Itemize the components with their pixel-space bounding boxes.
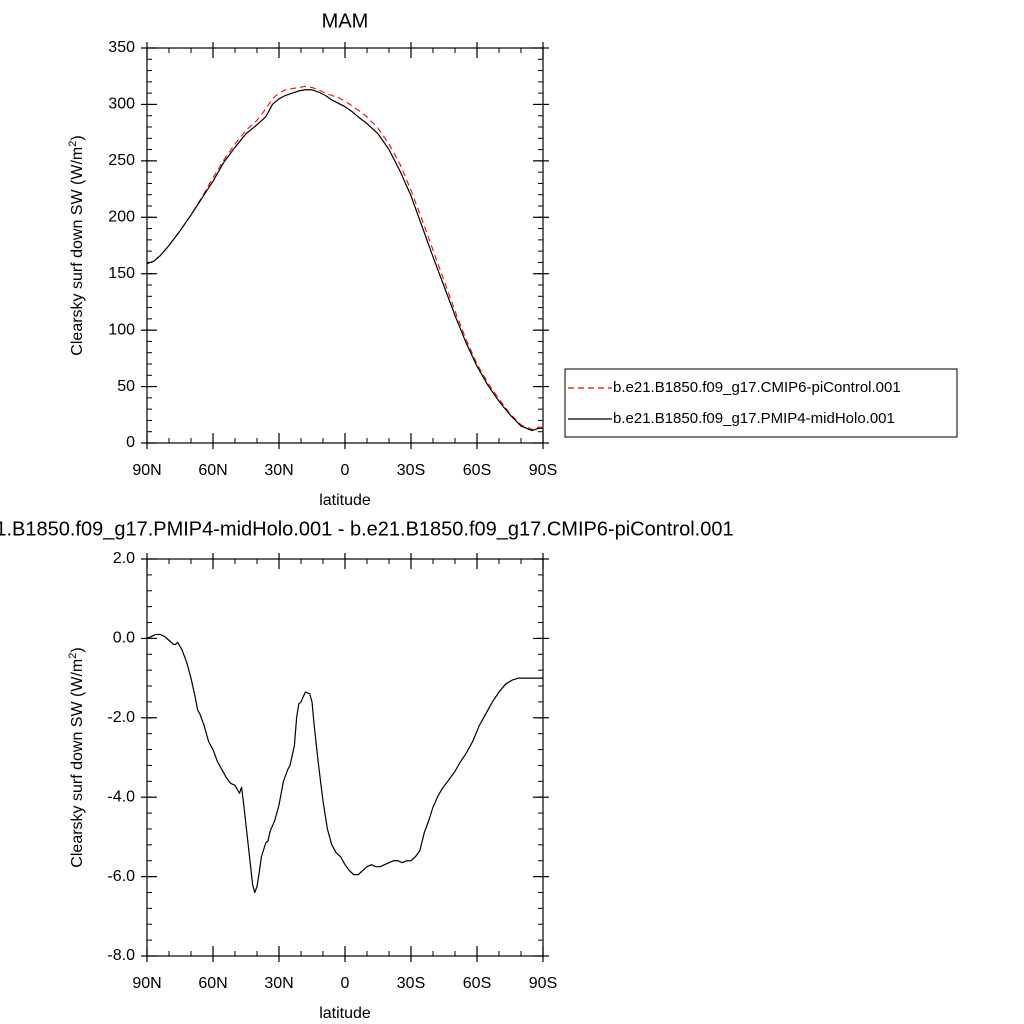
x-tick-label: 30N — [264, 462, 293, 479]
y-tick-label: 0 — [126, 434, 135, 451]
y-tick-label: 300 — [108, 96, 135, 113]
y-tick-label: -8.0 — [107, 947, 135, 964]
y-tick-label: 0.0 — [113, 630, 135, 647]
y-tick-label: -6.0 — [107, 868, 135, 885]
x-tick-label: 90S — [529, 462, 557, 479]
y-axis-label-close: ) — [69, 647, 86, 652]
y-axis-label-main: Clearsky surf down SW (W/m — [69, 659, 86, 868]
x-tick-label: 90S — [529, 975, 557, 992]
x-tick-label: 90N — [132, 975, 161, 992]
y-axis-label-superscript: 2 — [67, 653, 79, 659]
x-tick-label: 30N — [264, 975, 293, 992]
x-tick-label: 0 — [341, 462, 350, 479]
series-line-1 — [146, 89, 543, 432]
x-tick-label: 30S — [397, 975, 425, 992]
y-tick-label: 100 — [108, 321, 135, 338]
series-line-0 — [146, 633, 543, 894]
x-tick-label: 60N — [198, 975, 227, 992]
plot-frame — [146, 558, 544, 957]
x-tick-label: 60N — [198, 462, 227, 479]
series-line-0 — [146, 85, 543, 431]
y-tick-label: 50 — [117, 378, 135, 395]
x-axis-label: latitude — [319, 492, 371, 509]
y-axis-label-close: ) — [69, 135, 86, 140]
legend-label-1: b.e21.B1850.f09_g17.PMIP4-midHolo.001 — [613, 410, 895, 427]
x-tick-label: 0 — [341, 975, 350, 992]
y-tick-label: -4.0 — [107, 788, 135, 805]
y-tick-label: 250 — [108, 152, 135, 169]
x-tick-label: 90N — [132, 462, 161, 479]
chart-title: b.e21.B1850.f09_g17.PMIP4-midHolo.001 - … — [0, 518, 734, 540]
y-axis-label-superscript: 2 — [67, 141, 79, 147]
y-tick-label: 200 — [108, 209, 135, 226]
y-tick-label: 350 — [108, 39, 135, 56]
y-axis-label: Clearsky surf down SW (W/m2) — [67, 135, 86, 355]
legend-label-0: b.e21.B1850.f09_g17.CMIP6-piControl.001 — [613, 379, 901, 396]
y-tick-label: 150 — [108, 265, 135, 282]
difference-chart: b.e21.B1850.f09_g17.PMIP4-midHolo.001 - … — [0, 518, 734, 1022]
x-tick-label: 60S — [463, 975, 491, 992]
legend-box — [564, 368, 958, 438]
x-tick-label: 30S — [397, 462, 425, 479]
x-axis-label: latitude — [319, 1005, 371, 1022]
top-chart: MAM 90N 60N 30N 0 30S 60S 90S 0 50 100 150 200 250 300… — [67, 10, 958, 509]
chart-title: MAM — [322, 10, 369, 32]
y-tick-label: 2.0 — [113, 550, 135, 567]
y-axis-label-main: Clearsky surf down SW (W/m — [69, 147, 86, 356]
legend: b.e21.B1850.f09_g17.CMIP6-piControl.001b… — [564, 368, 958, 438]
x-tick-label: 60S — [463, 462, 491, 479]
y-tick-label: -2.0 — [107, 709, 135, 726]
y-axis-label: Clearsky surf down SW (W/m2) — [67, 647, 86, 867]
